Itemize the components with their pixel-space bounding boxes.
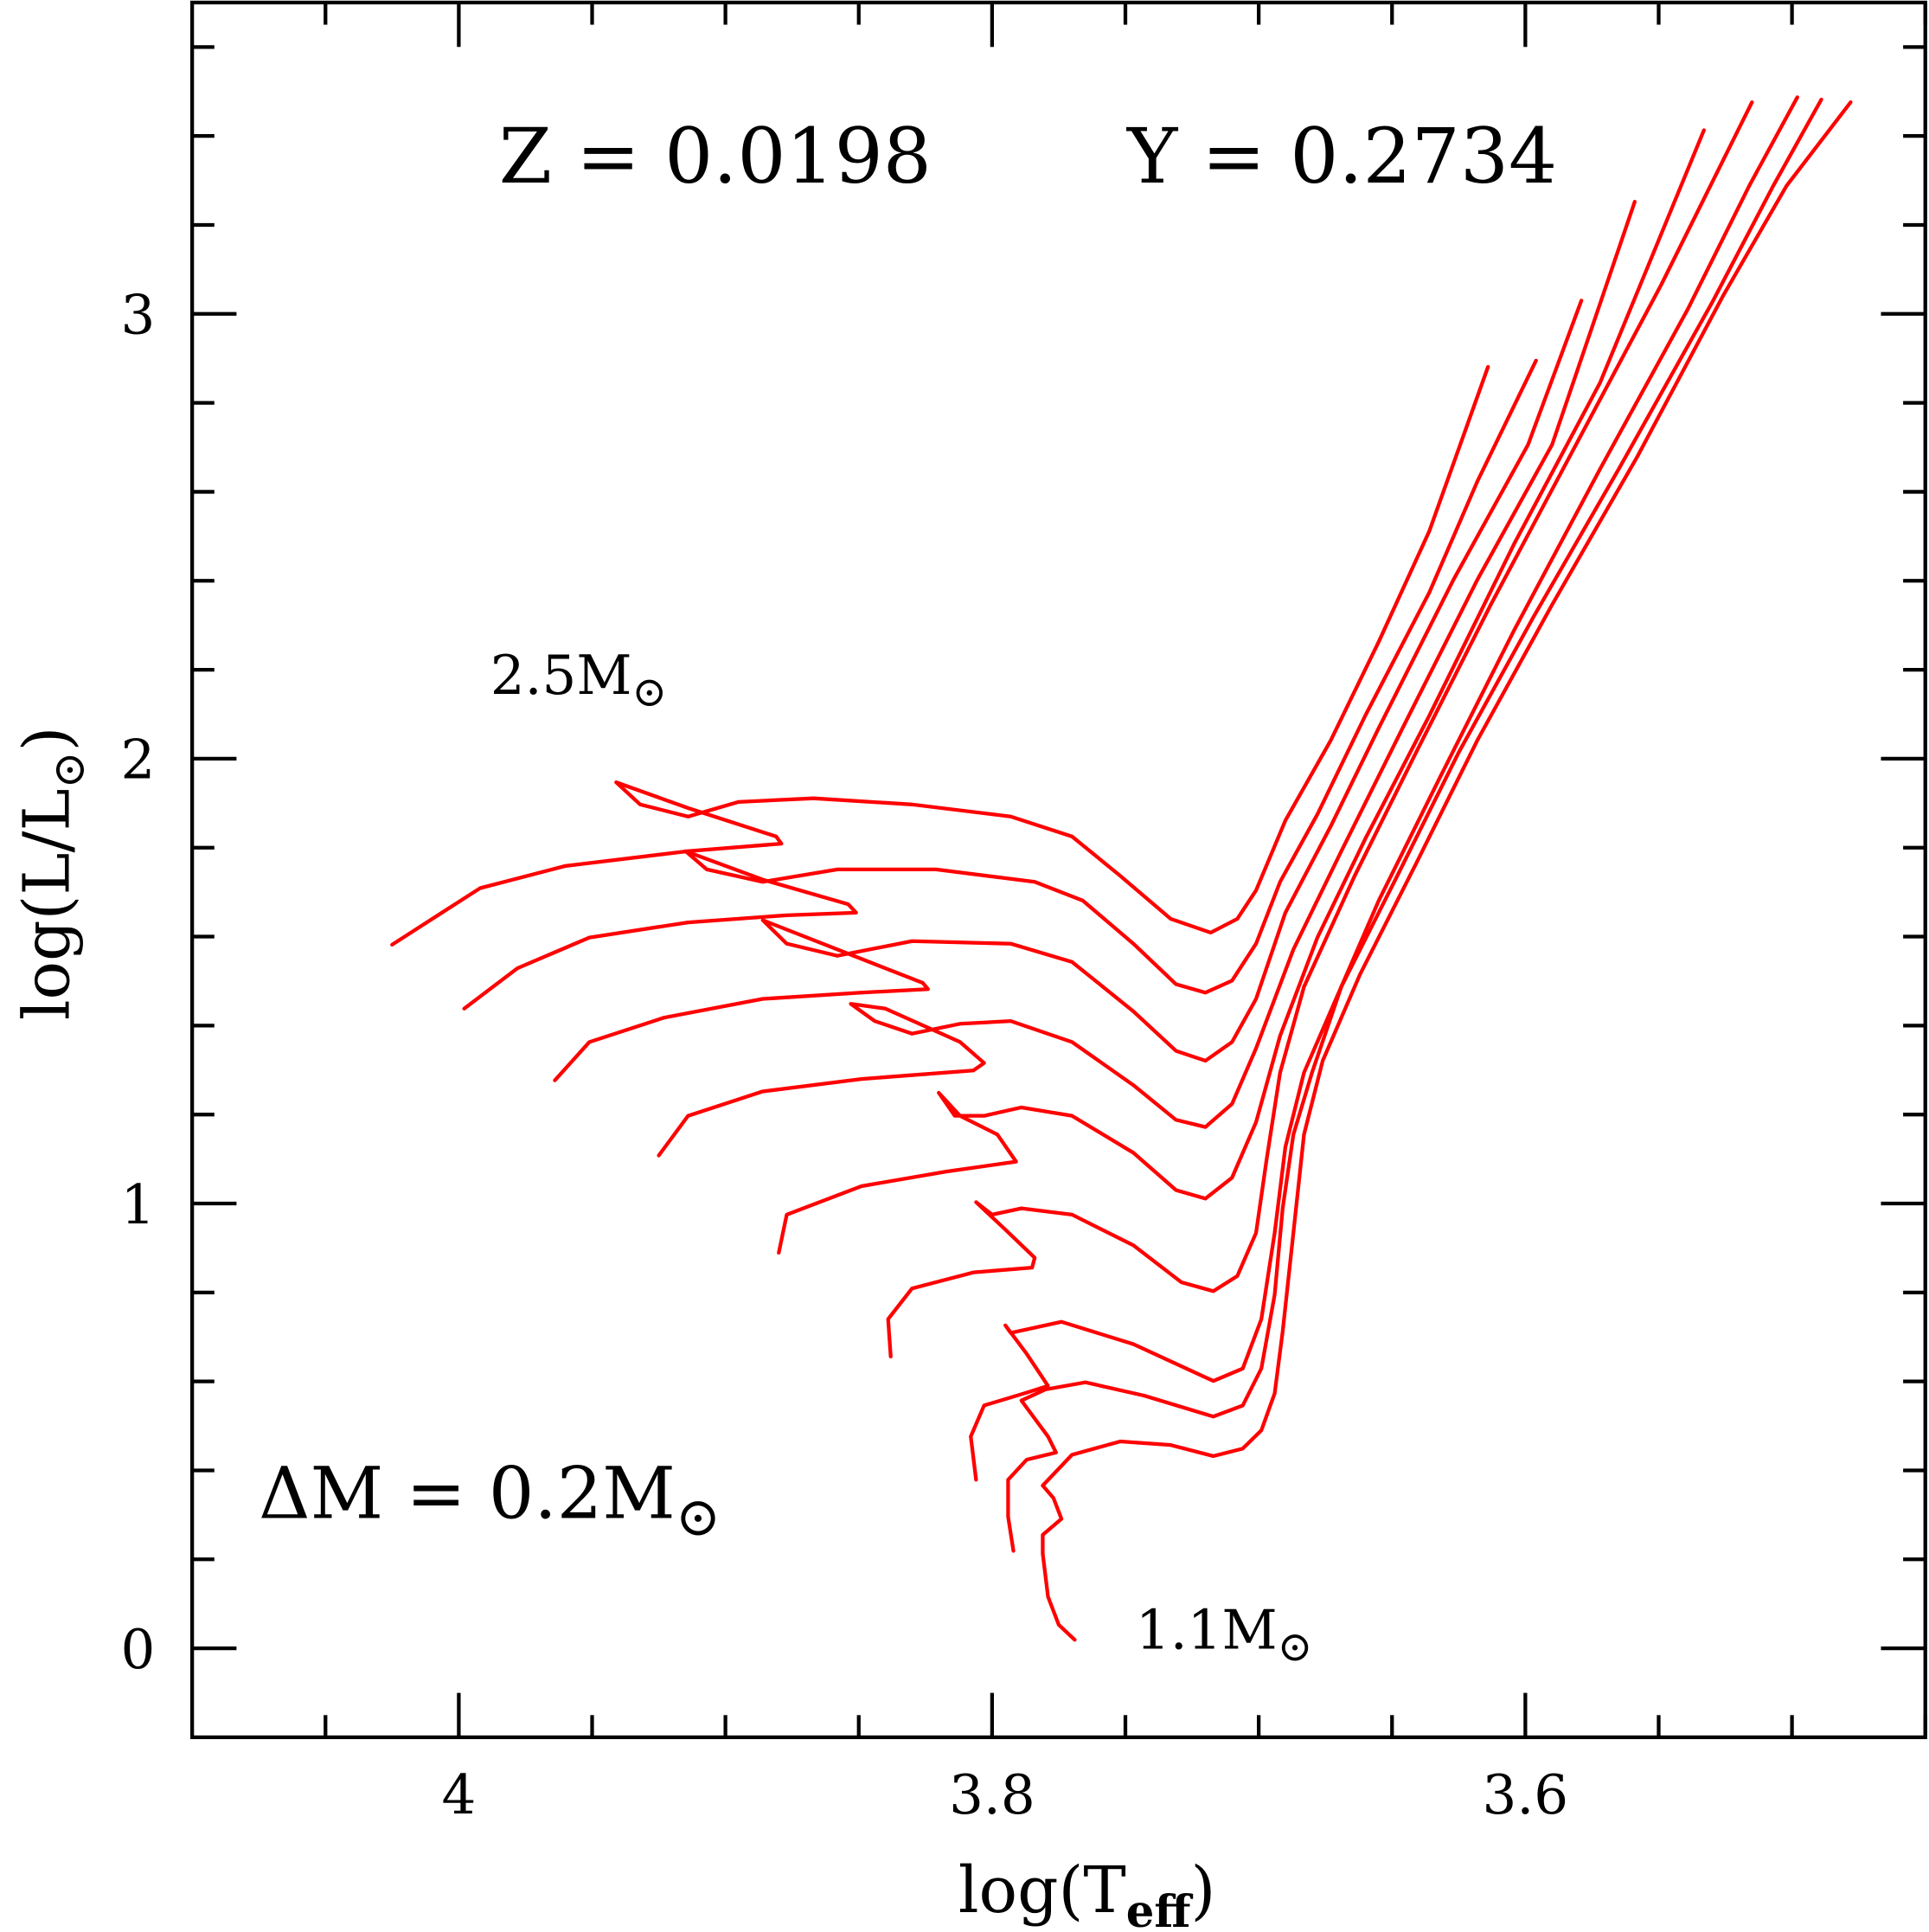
track-8 [462,358,1538,1011]
y-axis-label-end: ) [10,727,85,752]
axis-ticks [192,2,1927,1737]
x-tick-label: 3.8 [949,1763,1035,1826]
bottom-mass-label: 1.1M⊙ [1136,1598,1312,1671]
y-tick-label: 0 [121,1618,156,1681]
x-tick-label: 4 [441,1763,476,1826]
x-tick-label: 3.6 [1483,1763,1569,1826]
evolutionary-tracks [390,95,1853,1642]
track-6 [657,200,1637,1158]
track-5 [777,128,1706,1255]
track-4 [886,99,1754,1359]
x-axis-label-end: ) [1190,1853,1215,1928]
track-3 [969,95,1799,1482]
delta-mass-label: ΔM = 0.2M⊙ [259,1452,721,1548]
top-mass-label: 2.5M⊙ [490,644,667,716]
x-axis-label: log(Teff) [958,1853,1215,1932]
track-2 [1006,97,1823,1553]
tick-labels: 4 3.8 3.6 0 1 2 3 [121,284,1569,1827]
helium-label: Y = 0.2734 [1126,112,1557,201]
sun-symbol: ⊙ [632,668,668,716]
y-tick-label: 1 [121,1173,156,1236]
top-mass-main: 2.5M [490,644,632,707]
y-axis-label-main: log(L/L [10,788,85,1020]
y-tick-label: 3 [121,284,156,347]
delta-mass-main: ΔM = 0.2M [259,1452,676,1535]
sun-symbol: ⊙ [1278,1623,1313,1672]
plot-frame [190,0,1927,1740]
bottom-mass-main: 1.1M [1136,1598,1278,1661]
metallicity-label: Z = 0.0198 [499,112,932,201]
y-tick-label: 2 [121,729,156,792]
y-axis-label-sub: ⊙ [43,751,95,788]
x-axis-label-main: log(T [958,1853,1126,1928]
track-1 [1041,99,1853,1642]
track-7 [553,298,1584,1082]
sun-symbol: ⊙ [676,1485,721,1548]
y-axis-label: log(L/L⊙) [10,727,95,1021]
track-9 [390,364,1490,947]
x-axis-label-sub: eff [1126,1886,1194,1932]
